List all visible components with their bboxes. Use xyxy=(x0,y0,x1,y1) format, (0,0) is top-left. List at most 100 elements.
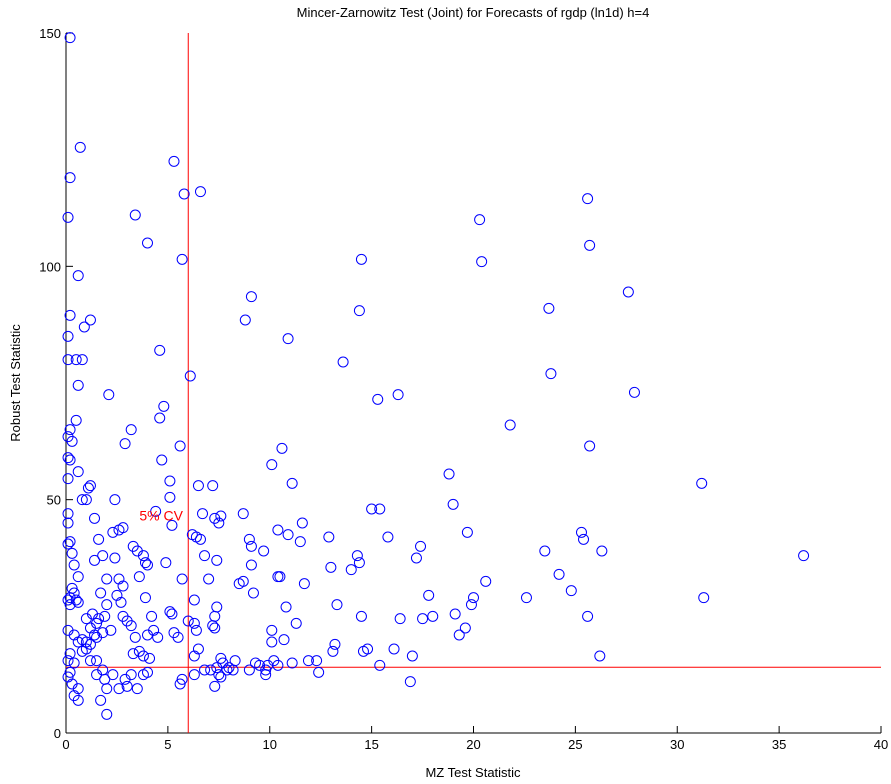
scatter-point xyxy=(72,596,84,608)
scatter-point xyxy=(417,613,429,625)
scatter-point xyxy=(415,540,427,552)
scatter-point xyxy=(84,480,96,492)
scatter-point xyxy=(72,694,84,706)
scatter-point xyxy=(229,655,241,667)
scatter-point xyxy=(374,503,386,515)
scatter-point xyxy=(89,554,101,566)
scatter-point xyxy=(152,631,164,643)
scatter-point xyxy=(64,32,76,44)
scatter-point xyxy=(578,533,590,545)
scatter-point xyxy=(66,547,78,559)
scatter-point xyxy=(266,459,278,471)
scatter-point xyxy=(93,533,105,545)
x-tick-label: 5 xyxy=(164,737,171,752)
scatter-point xyxy=(207,620,219,632)
scatter-point xyxy=(74,141,86,153)
scatter-point xyxy=(95,694,107,706)
scatter-point xyxy=(296,517,308,529)
scatter-point xyxy=(372,393,384,405)
scatter-point xyxy=(545,368,557,380)
scatter-point xyxy=(282,529,294,541)
scatter-point xyxy=(64,309,76,321)
scatter-point xyxy=(121,680,133,692)
scatter-point xyxy=(197,508,209,520)
scatter-point xyxy=(272,659,284,671)
scatter-point xyxy=(103,389,115,401)
scatter-point xyxy=(133,571,145,583)
scatter-point xyxy=(355,253,367,265)
scatter-point xyxy=(596,545,608,557)
scatter-point xyxy=(125,620,137,632)
scatter-point xyxy=(84,314,96,326)
scatter-point xyxy=(239,314,251,326)
scatter-point xyxy=(70,354,82,366)
x-tick-label: 15 xyxy=(364,737,378,752)
scatter-point xyxy=(80,494,92,506)
scatter-point xyxy=(76,354,88,366)
scatter-point xyxy=(298,578,310,590)
y-tick-label: 150 xyxy=(39,26,61,41)
scatter-point xyxy=(68,559,80,571)
scatter-point xyxy=(176,573,188,585)
scatter-point xyxy=(443,468,455,480)
scatter-point xyxy=(302,655,314,667)
scatter-point xyxy=(278,634,290,646)
scatter-point xyxy=(154,412,166,424)
scatter-point xyxy=(282,333,294,345)
scatter-point xyxy=(70,414,82,426)
scatter-point xyxy=(142,559,153,571)
scatter-point xyxy=(194,186,206,198)
scatter-point xyxy=(351,550,363,562)
scatter-point xyxy=(213,517,225,529)
scatter-point xyxy=(543,302,555,314)
scatter-point xyxy=(209,610,221,622)
scatter-point xyxy=(188,617,200,629)
scatter-point xyxy=(290,617,302,629)
plot-area: 0 5 10 15 20 25 30 35 40 0 50 100 150 5% CV xyxy=(39,26,888,752)
scatter-point xyxy=(345,564,357,576)
scatter-point xyxy=(72,466,84,478)
y-tick-label: 50 xyxy=(47,493,61,508)
scatter-point xyxy=(80,613,92,625)
scatter-point xyxy=(188,594,200,606)
scatter-point xyxy=(476,256,488,268)
x-tick-label: 40 xyxy=(874,737,888,752)
scatter-point xyxy=(109,552,121,564)
scatter-point xyxy=(203,573,215,585)
scatter-point xyxy=(323,531,335,543)
scatter-point xyxy=(406,650,418,662)
scatter-point xyxy=(388,643,400,655)
scatter-point xyxy=(62,330,74,342)
scatter-point xyxy=(62,508,74,520)
scatter-point xyxy=(194,533,206,545)
scatter-point xyxy=(125,669,137,681)
scatter-point xyxy=(84,638,96,650)
scatter-point xyxy=(504,419,516,431)
scatter-point xyxy=(192,480,204,492)
scatter-point xyxy=(392,389,404,401)
scatter-point xyxy=(62,452,74,464)
scatter-point xyxy=(164,491,176,503)
scatter-point xyxy=(209,622,221,634)
scatter-point xyxy=(89,512,101,524)
scatter-point xyxy=(325,561,337,573)
scatter-point xyxy=(353,557,365,569)
scatter-point xyxy=(166,608,178,620)
scatter-point xyxy=(91,617,103,629)
scatter-point xyxy=(211,554,223,566)
scatter-point xyxy=(280,601,292,613)
scatter-point xyxy=(62,517,74,529)
scatter-point xyxy=(449,608,461,620)
scatter-point xyxy=(286,657,298,669)
scatter-point xyxy=(137,650,149,662)
scatter-point xyxy=(468,592,479,604)
scatter-point xyxy=(237,575,249,587)
x-tick-label: 30 xyxy=(670,737,684,752)
scatter-point xyxy=(213,669,225,681)
scatter-point xyxy=(243,533,255,545)
scatter-point xyxy=(209,680,221,692)
scatter-point xyxy=(82,482,94,494)
scatter-point xyxy=(64,172,76,184)
scatter-point xyxy=(101,573,113,585)
scatter-point xyxy=(62,655,74,667)
